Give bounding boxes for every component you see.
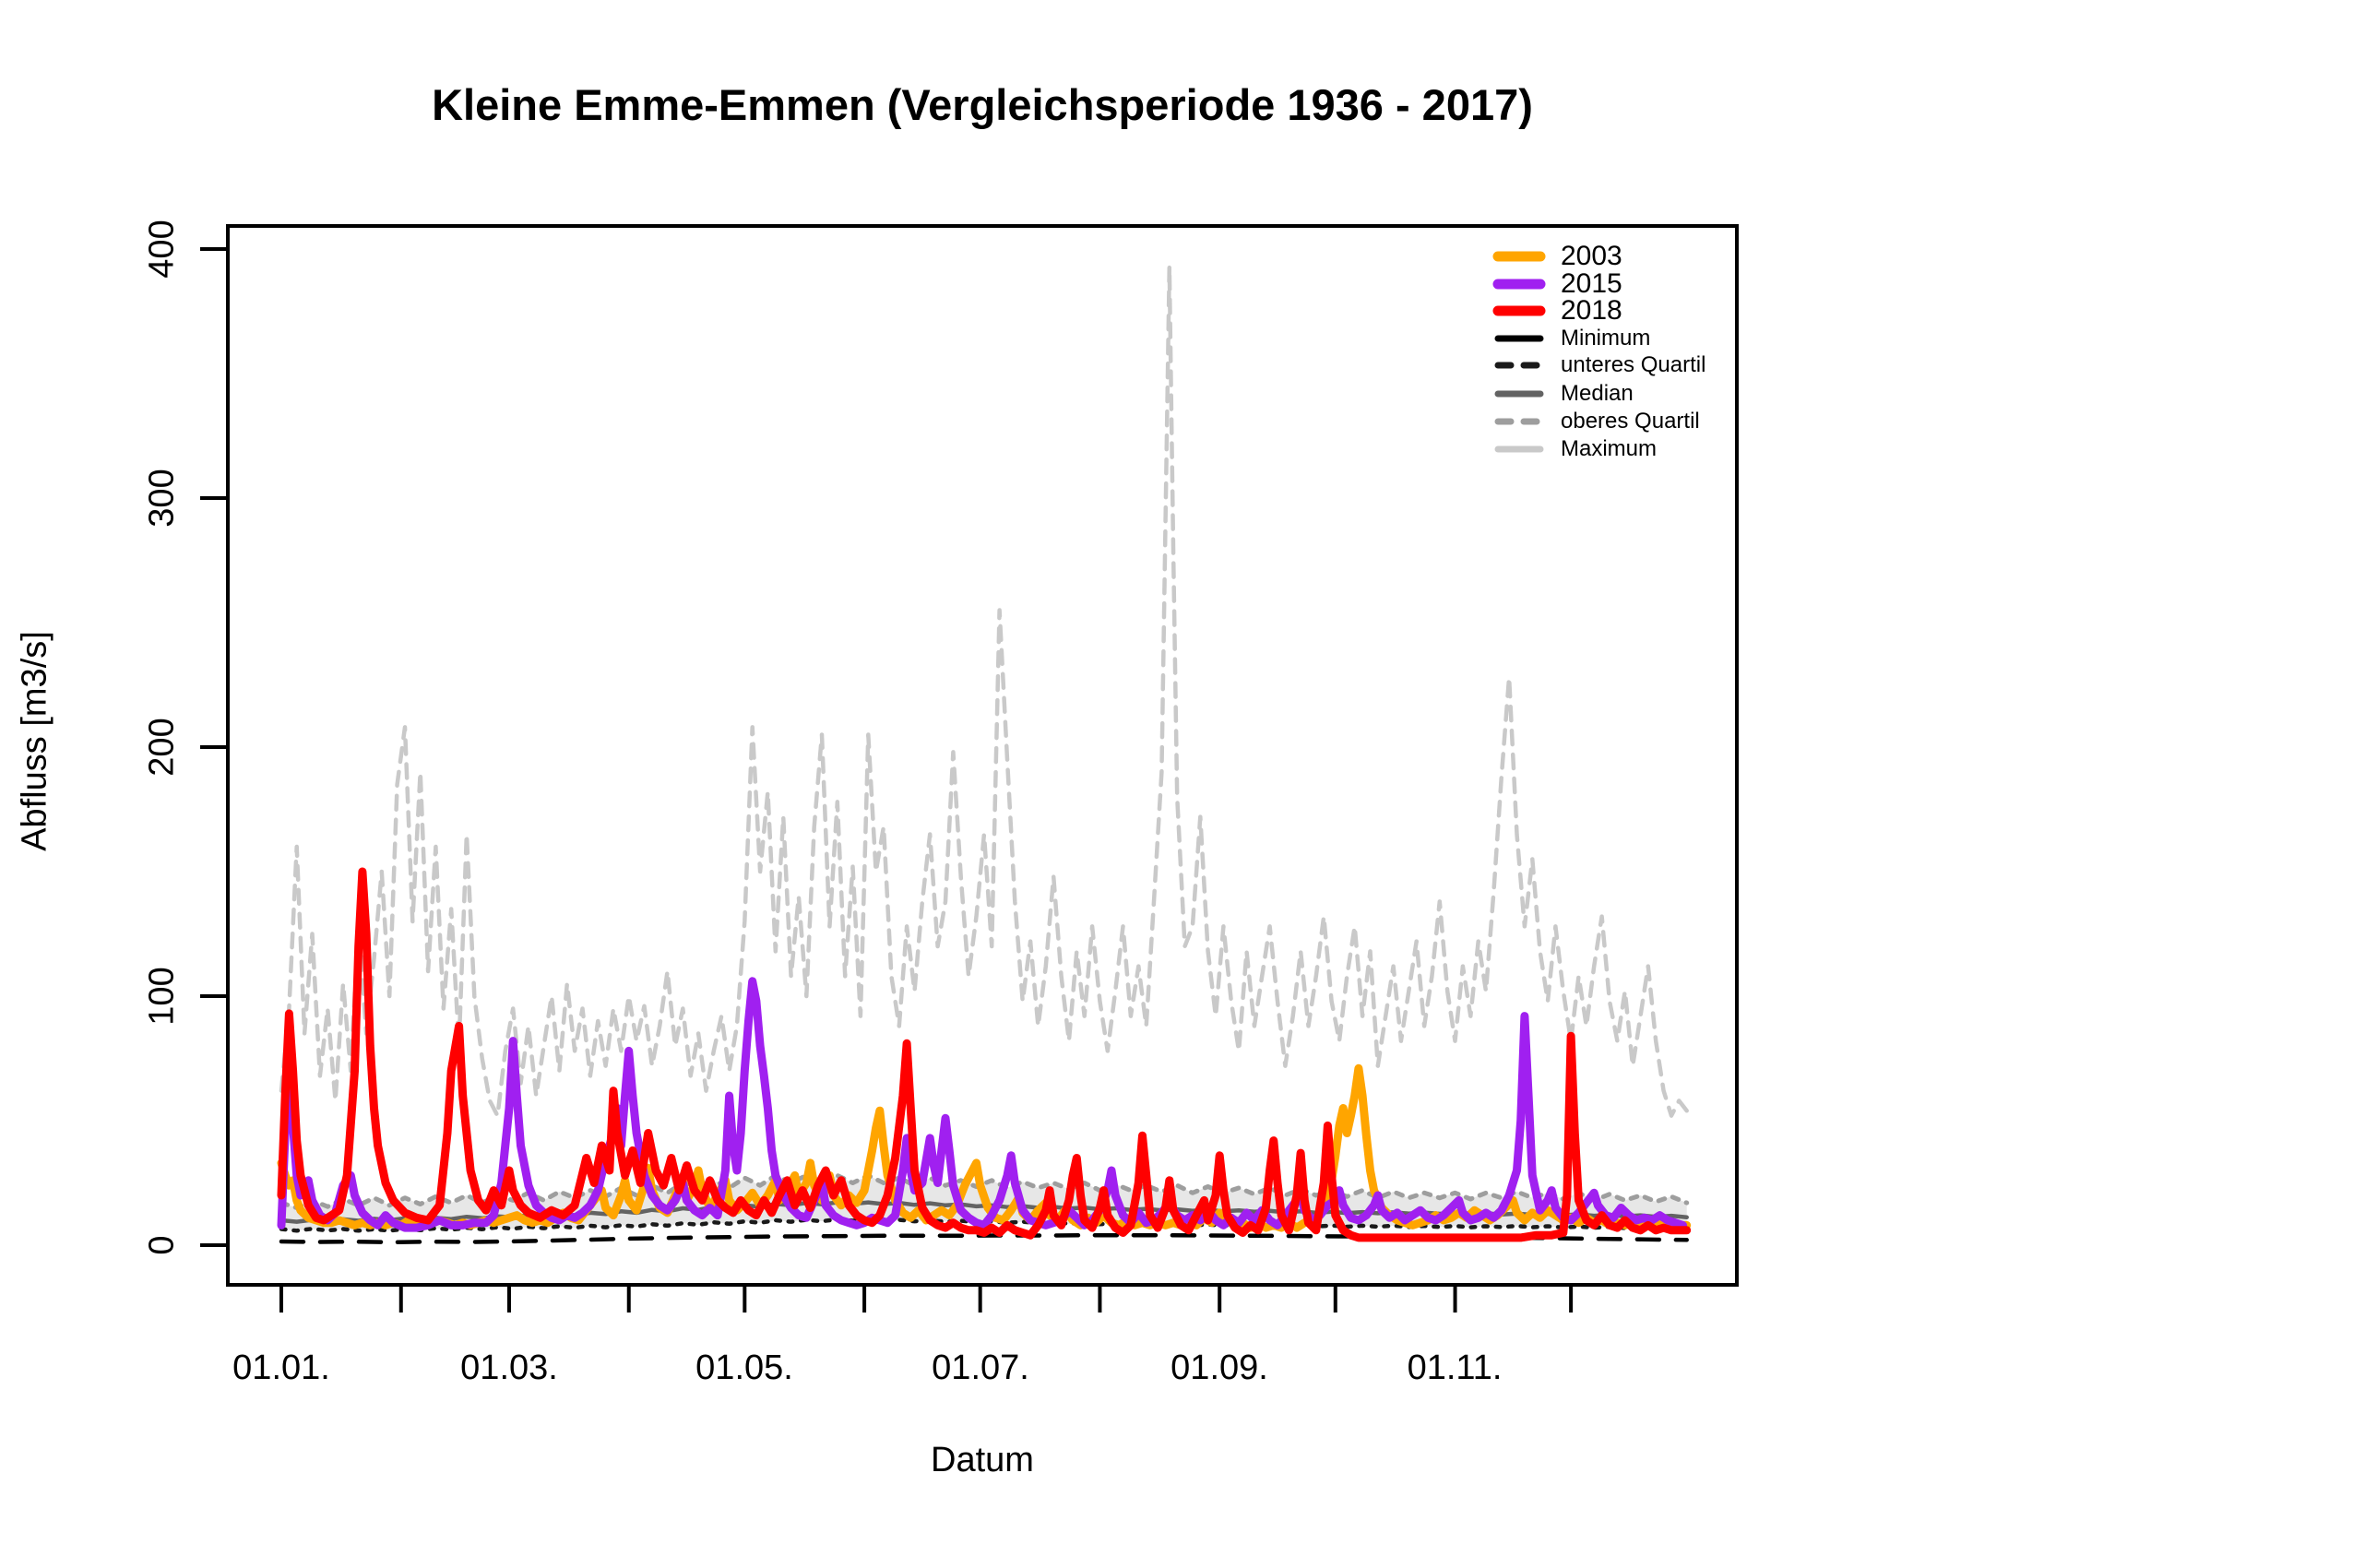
series-line-minimum bbox=[279, 1232, 1689, 1245]
legend-label-minimum: Minimum bbox=[1561, 326, 1651, 350]
series-line-2015 bbox=[277, 977, 1687, 1232]
legend-item-2003: 2003 bbox=[1492, 241, 1622, 271]
legend-item-minimum: Minimum bbox=[1492, 325, 1650, 352]
x-tick-label-jul: 01.07. bbox=[932, 1348, 1029, 1387]
legend-label-2018: 2018 bbox=[1561, 295, 1622, 326]
series-line-unteres-quartil bbox=[279, 1217, 1689, 1233]
legend-item-median: Median bbox=[1492, 380, 1634, 408]
legend-item-2018: 2018 bbox=[1492, 295, 1622, 326]
legend-label-maximum: Maximum bbox=[1561, 436, 1658, 461]
legend-label-unteres-quartil: unteres Quartil bbox=[1561, 352, 1706, 377]
y-tick-label-200: 200 bbox=[142, 718, 182, 777]
x-axis-title: Datum bbox=[931, 1441, 1034, 1479]
chart-title: Kleine Emme-Emmen (Vergleichsperiode 193… bbox=[432, 80, 1533, 129]
legend-label-oberes-quartil: oberes Quartil bbox=[1561, 409, 1700, 434]
series-line-2018 bbox=[277, 867, 1692, 1242]
legend-swatch-2018 bbox=[1492, 303, 1546, 318]
legend-item-2015: 2015 bbox=[1492, 268, 1622, 299]
legend-swatch-2003 bbox=[1492, 249, 1546, 264]
legend-item-unteres-quartil: unteres Quartil bbox=[1492, 351, 1705, 379]
x-tick-label-sep: 01.09. bbox=[1171, 1348, 1268, 1387]
legend-swatch-minimum bbox=[1492, 331, 1546, 346]
plot-box bbox=[226, 224, 1739, 1287]
x-tick-label-jan: 01.01. bbox=[232, 1348, 330, 1387]
legend-swatch-maximum bbox=[1492, 442, 1546, 457]
y-axis-title: Abfluss [m3/s] bbox=[15, 631, 54, 851]
x-tick-label-nov: 01.11. bbox=[1407, 1348, 1503, 1387]
legend-item-oberes-quartil: oberes Quartil bbox=[1492, 408, 1700, 435]
y-tick-label-400: 400 bbox=[142, 220, 182, 279]
legend-label-2015: 2015 bbox=[1561, 268, 1622, 299]
x-tick-label-may: 01.05. bbox=[695, 1348, 793, 1387]
y-tick-label-300: 300 bbox=[142, 469, 182, 528]
legend-item-maximum: Maximum bbox=[1492, 435, 1657, 463]
legend-swatch-oberes-quartil bbox=[1492, 414, 1546, 429]
legend-swatch-unteres-quartil bbox=[1492, 358, 1546, 373]
y-tick-label-0: 0 bbox=[142, 1235, 182, 1255]
legend-label-median: Median bbox=[1561, 381, 1634, 406]
legend-label-2003: 2003 bbox=[1561, 241, 1622, 271]
legend-swatch-median bbox=[1492, 386, 1546, 401]
y-tick-label-100: 100 bbox=[142, 967, 182, 1026]
series-line-maximum bbox=[279, 264, 1689, 1118]
legend-swatch-2015 bbox=[1492, 277, 1546, 291]
x-tick-label-mar: 01.03. bbox=[460, 1348, 558, 1387]
